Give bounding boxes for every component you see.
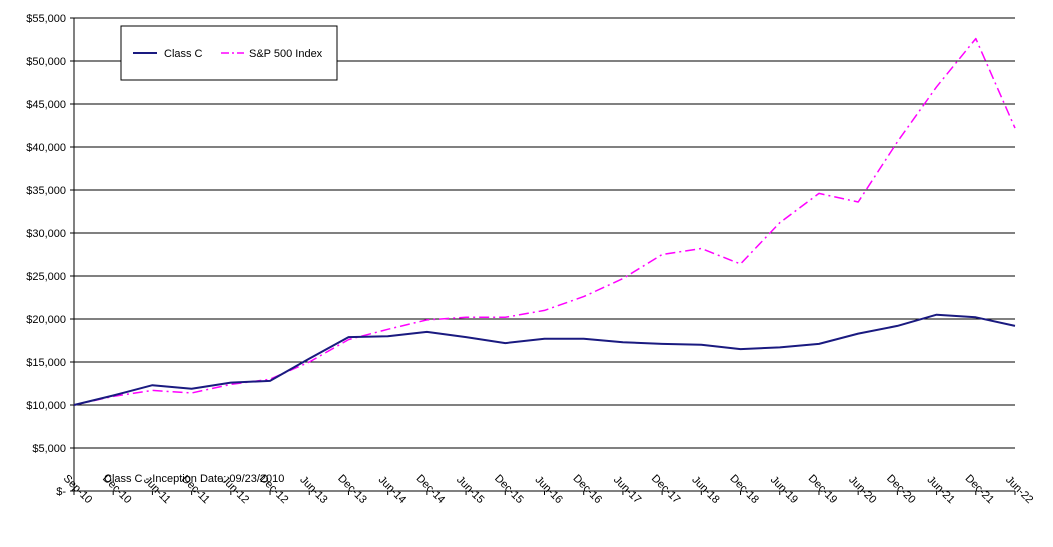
x-tick-label: Dec-14 xyxy=(414,473,448,507)
x-tick-label: Jun-15 xyxy=(454,474,486,506)
x-tick-label: Jun-17 xyxy=(611,474,643,506)
x-tick-label: Jun-22 xyxy=(1003,474,1035,506)
x-tick-label: Jun-13 xyxy=(297,474,329,506)
y-tick-label: $55,000 xyxy=(26,13,66,25)
x-tick-label: Dec-13 xyxy=(335,473,369,507)
y-tick-label: $30,000 xyxy=(26,228,66,240)
x-tick-label: Jun-14 xyxy=(376,474,408,506)
gridlines xyxy=(74,17,1015,449)
legend-label-sp500: S&P 500 Index xyxy=(249,48,323,60)
x-tick-label: Jun-16 xyxy=(533,474,565,506)
x-tick-label: Jun-20 xyxy=(846,474,878,506)
x-tick-label: Jun-21 xyxy=(925,474,957,506)
x-tick-label: Dec-21 xyxy=(963,473,997,507)
x-tick-label: Jun-18 xyxy=(689,474,721,506)
series-line-class-c xyxy=(73,313,1016,406)
y-tick-label: $45,000 xyxy=(26,99,66,111)
y-tick-label: $10,000 xyxy=(26,400,66,412)
x-tick-label: Dec-16 xyxy=(571,473,605,507)
y-tick-label: $50,000 xyxy=(26,56,66,68)
y-tick-label: $35,000 xyxy=(26,185,66,197)
x-tick-label: Dec-19 xyxy=(806,473,840,507)
inception-annotation: Class C - Inception Date: 09/23/2010 xyxy=(104,473,284,485)
y-tick-label: $20,000 xyxy=(26,314,66,326)
y-tick-label: $40,000 xyxy=(26,142,66,154)
y-tick-label: $5,000 xyxy=(32,443,66,455)
x-tick-label: Dec-18 xyxy=(727,473,761,507)
legend: Class C S&P 500 Index xyxy=(120,25,338,81)
x-tick-label: Dec-20 xyxy=(884,473,918,507)
y-tick-label: $- xyxy=(56,486,66,498)
series-line-s-p-500-index xyxy=(73,37,1016,406)
x-tick-label: Dec-15 xyxy=(492,473,526,507)
y-tick-label: $25,000 xyxy=(26,271,66,283)
y-axis: $- $5,000 $10,000 $15,000 $20,000 $25,000 $30,… xyxy=(26,13,75,498)
y-tick-label: $15,000 xyxy=(26,357,66,369)
series-lines xyxy=(73,37,1016,406)
legend-label-class-c: Class C xyxy=(164,48,203,60)
x-tick-label: Jun-19 xyxy=(768,474,800,506)
x-tick-label: Dec-17 xyxy=(649,473,683,507)
